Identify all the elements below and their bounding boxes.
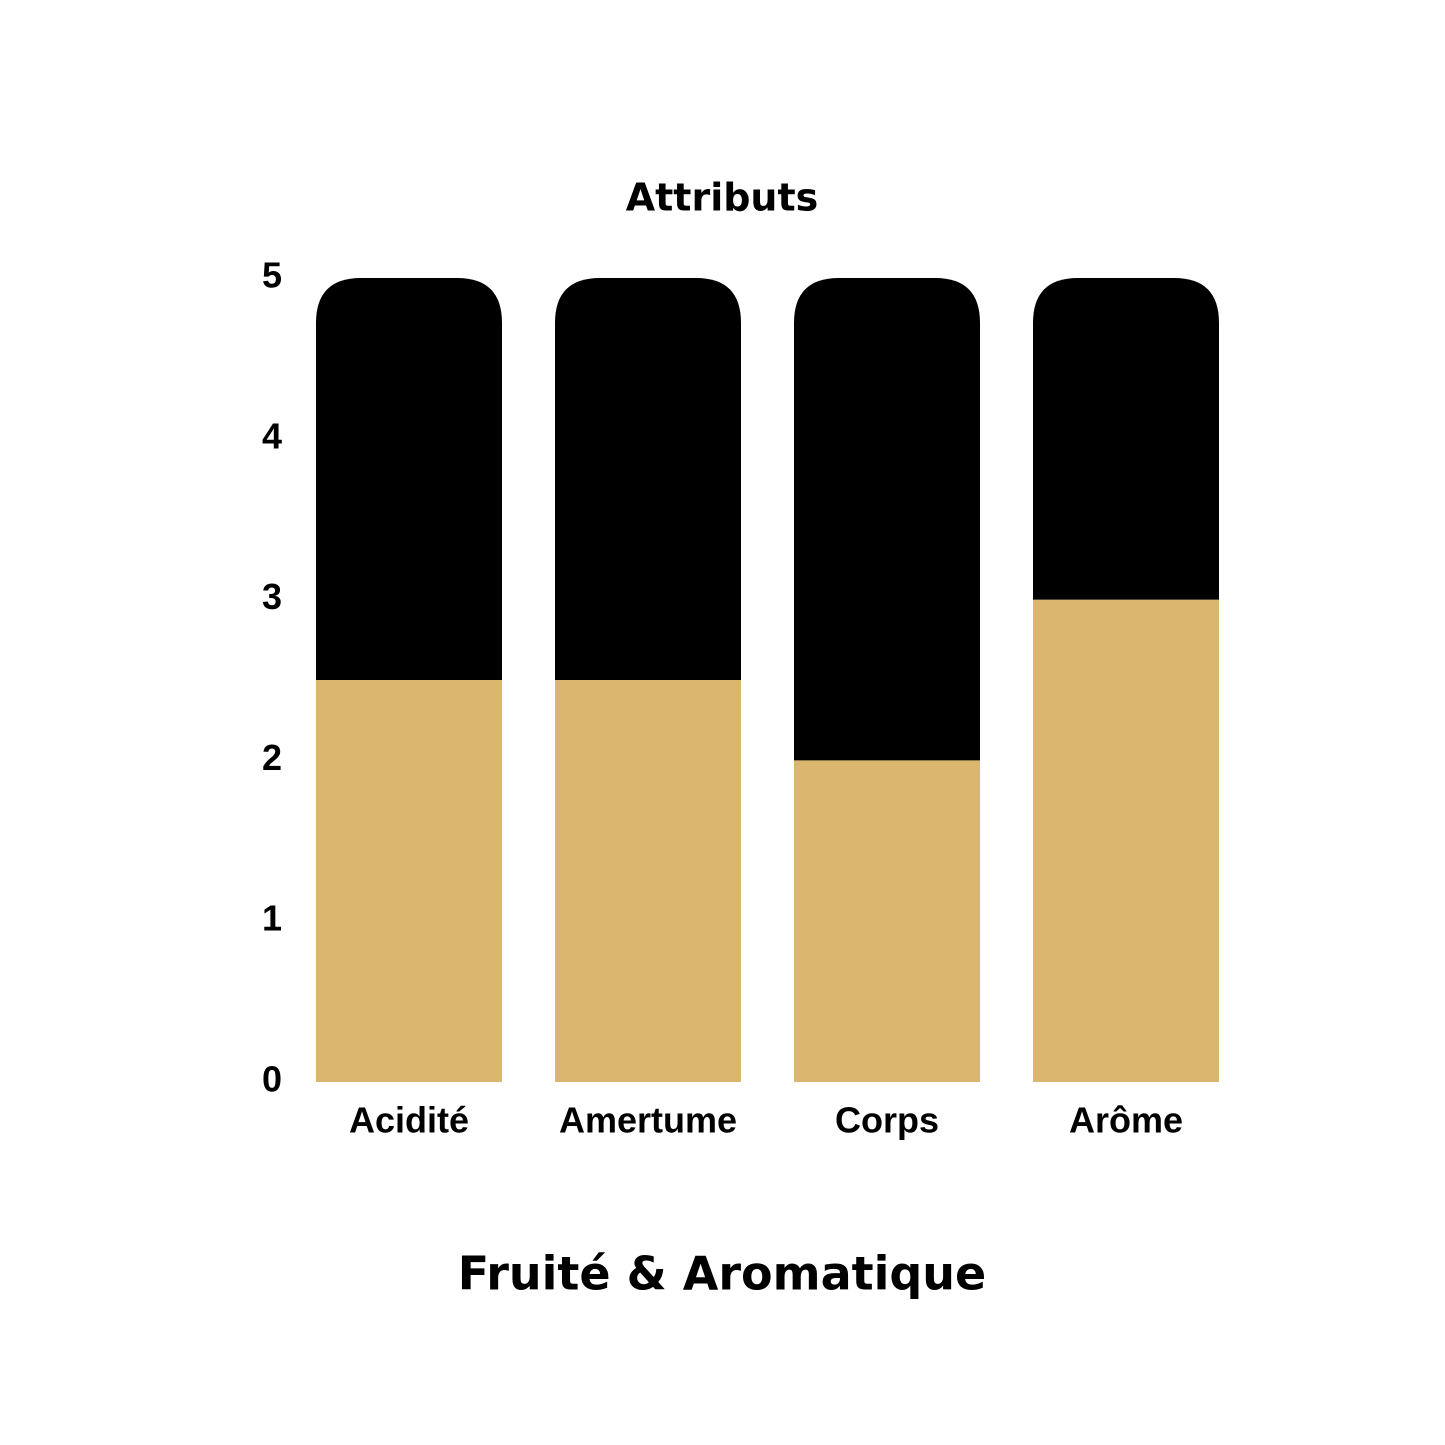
chart-title: Attributs [626, 176, 819, 220]
bar-segment [1033, 278, 1219, 600]
bar-segment [316, 680, 502, 1082]
bar-segment [316, 278, 502, 680]
bar-segment [794, 760, 980, 1082]
bar-segment [1033, 599, 1219, 1082]
y-tick-label: 4 [262, 415, 282, 456]
y-tick-label: 2 [262, 737, 282, 778]
y-tick-label: 0 [262, 1059, 282, 1100]
x-tick-label: Amertume [559, 1100, 737, 1141]
bar-segment [555, 278, 741, 680]
x-tick-label: Acidité [349, 1100, 469, 1141]
bar-segment [794, 278, 980, 761]
y-tick-label: 1 [262, 898, 282, 939]
chart-subtitle: Fruité & Aromatique [458, 1247, 987, 1301]
y-tick-label: 5 [262, 255, 282, 296]
y-tick-label: 3 [262, 576, 282, 617]
bar-segment [555, 680, 741, 1082]
x-tick-label: Corps [835, 1100, 939, 1141]
x-tick-label: Arôme [1069, 1100, 1183, 1141]
